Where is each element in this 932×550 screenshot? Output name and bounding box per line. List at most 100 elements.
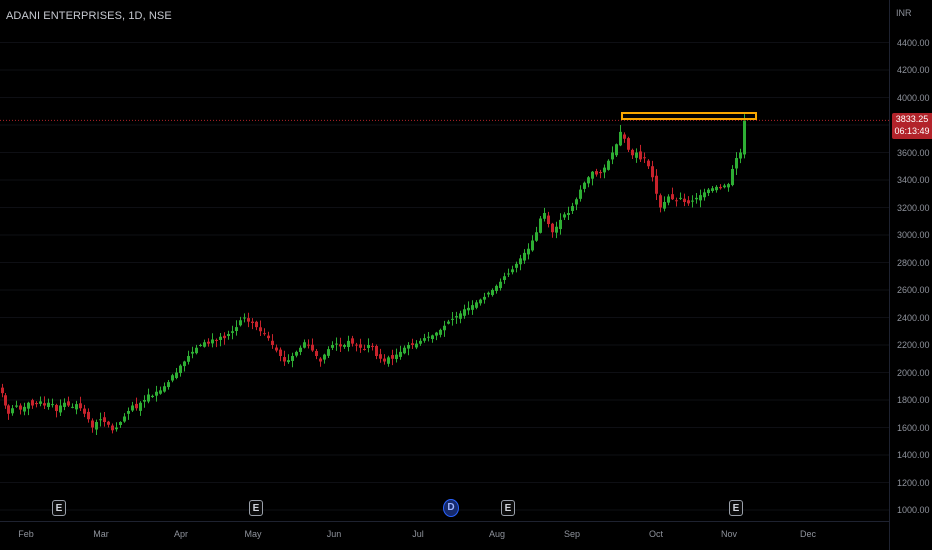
candle (451, 318, 454, 320)
x-tick-label: Oct (648, 529, 664, 539)
candle (323, 354, 326, 360)
candle (579, 189, 582, 199)
candle (163, 386, 166, 392)
candle (175, 372, 178, 378)
candle (115, 427, 118, 430)
x-tick-label: Jun (326, 529, 342, 539)
candle (59, 405, 62, 413)
candle (623, 134, 626, 139)
price-axis-divider (889, 0, 890, 550)
x-tick-label: May (244, 529, 262, 539)
candle (507, 273, 510, 275)
candle (719, 186, 722, 189)
earnings-badge[interactable]: E (249, 500, 263, 516)
candle (247, 318, 250, 322)
candle (15, 405, 18, 407)
candle (155, 391, 158, 396)
y-tick-label: 2800.00 (897, 257, 930, 268)
y-tick-label: 2000.00 (897, 367, 930, 378)
candle (575, 199, 578, 205)
candle (615, 144, 618, 156)
candle (495, 285, 498, 291)
candle (275, 347, 278, 351)
resistance-zone[interactable] (621, 112, 757, 120)
candle (443, 325, 446, 331)
candle (67, 401, 70, 406)
candle (119, 422, 122, 425)
candle (135, 403, 138, 409)
candle (411, 343, 414, 345)
candle (431, 335, 434, 339)
earnings-badge[interactable]: E (501, 500, 515, 516)
candle (647, 160, 650, 167)
candle (187, 356, 190, 362)
candle (667, 196, 670, 203)
candle (83, 408, 86, 414)
candle (455, 316, 458, 318)
candle (707, 189, 710, 194)
candle (695, 197, 698, 200)
candle (159, 390, 162, 394)
y-tick-label: 2200.00 (897, 340, 930, 350)
candle (555, 226, 558, 233)
candle (739, 152, 742, 159)
candle (267, 335, 270, 339)
candle (699, 195, 702, 201)
candle (403, 347, 406, 354)
candle (51, 404, 54, 406)
x-tick-label: Jul (412, 529, 424, 539)
candle (19, 405, 22, 410)
bar-countdown: 06:13:49 (894, 126, 930, 136)
candle (111, 425, 114, 431)
candle (4, 395, 7, 406)
x-tick-label: Nov (720, 529, 738, 539)
candle (379, 354, 382, 359)
candle (171, 375, 174, 381)
y-tick-label: 3400.00 (897, 175, 930, 185)
candle (23, 406, 26, 412)
candle (223, 335, 226, 339)
candle (415, 343, 418, 348)
candle (591, 171, 594, 179)
candle (147, 394, 150, 402)
candle (479, 299, 482, 304)
candle (343, 345, 346, 347)
candle (679, 197, 682, 199)
candle (675, 200, 678, 202)
candle (203, 342, 206, 347)
candle (11, 408, 14, 414)
candle (683, 198, 686, 202)
candle (311, 344, 314, 351)
candle (291, 356, 294, 361)
candle (75, 404, 78, 410)
candle (659, 195, 662, 208)
symbol-title: ADANI ENTERPRISES, 1D, NSE (6, 10, 172, 22)
candle (519, 258, 522, 265)
candle (427, 336, 430, 338)
candle (279, 349, 282, 356)
candle (231, 331, 234, 333)
dividend-badge[interactable]: D (443, 499, 459, 517)
candle (103, 417, 106, 422)
candle (611, 152, 614, 160)
candle (491, 290, 494, 296)
earnings-badge[interactable]: E (729, 500, 743, 516)
candle (583, 182, 586, 189)
candle (307, 344, 310, 346)
candle (63, 402, 66, 407)
candle (7, 405, 10, 414)
y-tick-label: 4400.00 (897, 37, 930, 48)
candle (407, 345, 410, 349)
earnings-badge[interactable]: E (52, 500, 66, 516)
candle (595, 171, 598, 175)
candle (395, 354, 398, 360)
candle (143, 400, 146, 402)
y-tick-label: 3000.00 (897, 230, 930, 240)
candle (435, 332, 438, 336)
candle (243, 317, 246, 319)
candle (543, 213, 546, 219)
candle (99, 419, 102, 421)
candle (283, 357, 286, 362)
candle (551, 223, 554, 233)
